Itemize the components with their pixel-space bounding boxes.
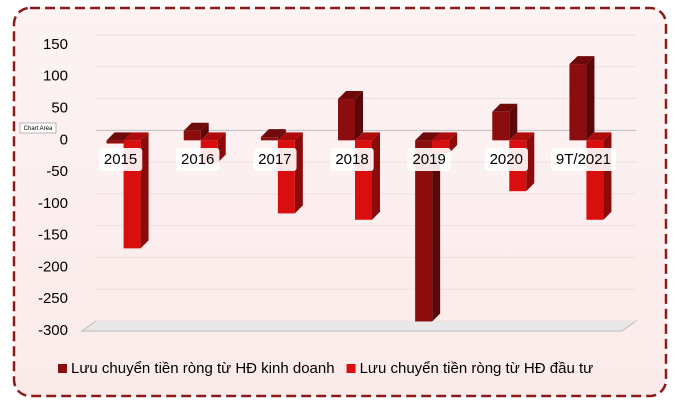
x-label-bg bbox=[550, 147, 616, 171]
tooltip-box bbox=[19, 122, 57, 134]
bar bbox=[260, 137, 278, 141]
y-tick-label: 100 bbox=[43, 68, 68, 85]
x-label-bg bbox=[253, 147, 297, 171]
bar-side bbox=[140, 132, 149, 249]
bar-side bbox=[586, 56, 595, 141]
x-tick-label: 2019 bbox=[412, 151, 445, 168]
x-tick-label: 2016 bbox=[181, 151, 214, 168]
bar bbox=[492, 111, 510, 141]
bar-top bbox=[277, 132, 303, 141]
bar-side bbox=[509, 103, 518, 141]
floor bbox=[80, 320, 638, 332]
plot-area bbox=[80, 34, 638, 332]
bar-side bbox=[526, 132, 535, 192]
x-label-bg bbox=[484, 147, 528, 171]
bar-side bbox=[432, 132, 441, 322]
x-label-bg bbox=[176, 147, 220, 171]
bar-side bbox=[355, 91, 363, 141]
x-tick-label: 2020 bbox=[490, 151, 523, 168]
bar-side bbox=[217, 132, 226, 163]
x-tick-label: 2015 bbox=[104, 151, 137, 168]
y-tick-label: 150 bbox=[43, 36, 68, 53]
y-tick-label: -300 bbox=[38, 322, 68, 339]
bar-top bbox=[492, 103, 518, 112]
bar bbox=[106, 140, 124, 144]
x-tick-label: 2018 bbox=[335, 151, 368, 168]
bar-side bbox=[603, 132, 612, 220]
bar-top bbox=[183, 122, 209, 131]
y-tick-label: -200 bbox=[38, 258, 68, 275]
bar-top bbox=[415, 132, 441, 141]
x-tick-label: 9T/2021 bbox=[556, 151, 611, 168]
y-tick-label: -100 bbox=[38, 195, 68, 212]
y-tick-label: 50 bbox=[51, 100, 68, 117]
bar-top bbox=[355, 132, 380, 141]
legend-label: Lưu chuyển tiền ròng từ HĐ kinh doanh bbox=[71, 360, 335, 377]
bar bbox=[338, 99, 355, 141]
bar-top bbox=[123, 132, 149, 141]
x-label-bg bbox=[330, 147, 374, 171]
legend-swatch bbox=[58, 364, 67, 373]
bar-side bbox=[449, 132, 458, 154]
labels: -300 -250 -200 -150 -100 -50 0 50 100 150 2015 2016… bbox=[38, 36, 616, 377]
x-tick-label: 2017 bbox=[258, 151, 291, 168]
bar-top bbox=[106, 132, 132, 141]
bar bbox=[415, 140, 433, 322]
x-label-bg bbox=[407, 147, 451, 171]
bar-top bbox=[260, 129, 286, 138]
y-tick-label: -150 bbox=[38, 227, 68, 244]
bar-side bbox=[277, 129, 286, 141]
bar-side bbox=[294, 132, 303, 214]
bar-side bbox=[200, 122, 209, 141]
y-tick-label: 0 bbox=[60, 131, 68, 148]
bar-top bbox=[432, 132, 458, 141]
legend-swatch bbox=[346, 364, 356, 373]
bar bbox=[183, 130, 201, 141]
y-tick-label: -50 bbox=[46, 163, 68, 180]
bar-top bbox=[569, 56, 595, 65]
bar-top bbox=[586, 132, 612, 141]
bar-top bbox=[338, 91, 363, 100]
bar-side bbox=[372, 132, 380, 220]
y-tick-label: -250 bbox=[38, 290, 68, 307]
bar bbox=[569, 64, 587, 141]
x-label-bg bbox=[98, 147, 143, 171]
legend-label: Lưu chuyển tiền ròng từ HĐ đầu tư bbox=[360, 360, 594, 377]
chart-frame[interactable] bbox=[12, 6, 668, 398]
bar-top bbox=[200, 132, 226, 141]
bar-top bbox=[509, 132, 535, 141]
tooltip: Chart Area bbox=[24, 126, 53, 132]
